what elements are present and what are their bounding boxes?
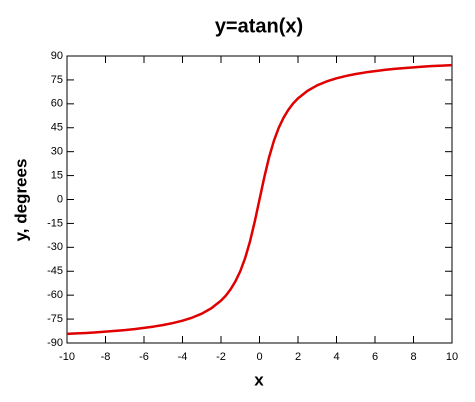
x-tick-label: 0: [256, 351, 262, 363]
y-tick-label: 90: [51, 50, 63, 62]
y-tick-label: -45: [47, 265, 63, 277]
y-tick-label: -90: [47, 337, 63, 349]
x-axis-label: x: [254, 370, 264, 389]
x-tick-label: -8: [101, 351, 111, 363]
y-tick-label: 60: [51, 98, 63, 110]
y-tick-label: -60: [47, 289, 63, 301]
x-tick-label: 6: [372, 351, 378, 363]
y-tick-label: 75: [51, 74, 63, 86]
chart-title: y=atan(x): [215, 15, 303, 37]
x-tick-label: 8: [410, 351, 416, 363]
y-tick-label: -30: [47, 241, 63, 253]
y-tick-label: 0: [57, 193, 63, 205]
x-tick-label: 10: [446, 351, 458, 363]
x-tick-label: -6: [139, 351, 149, 363]
y-tick-label: -75: [47, 313, 63, 325]
y-tick-label: 45: [51, 122, 63, 134]
y-tick-label: -15: [47, 217, 63, 229]
x-tick-label: -4: [178, 351, 188, 363]
x-tick-label: 4: [333, 351, 339, 363]
x-tick-label: 2: [295, 351, 301, 363]
y-tick-label: 15: [51, 169, 63, 181]
x-tick-label: -2: [216, 351, 226, 363]
data-line: [66, 63, 453, 336]
y-tick-label: 30: [51, 146, 63, 158]
y-axis-label: y, degrees: [11, 159, 30, 242]
x-tick-label: -10: [59, 351, 75, 363]
